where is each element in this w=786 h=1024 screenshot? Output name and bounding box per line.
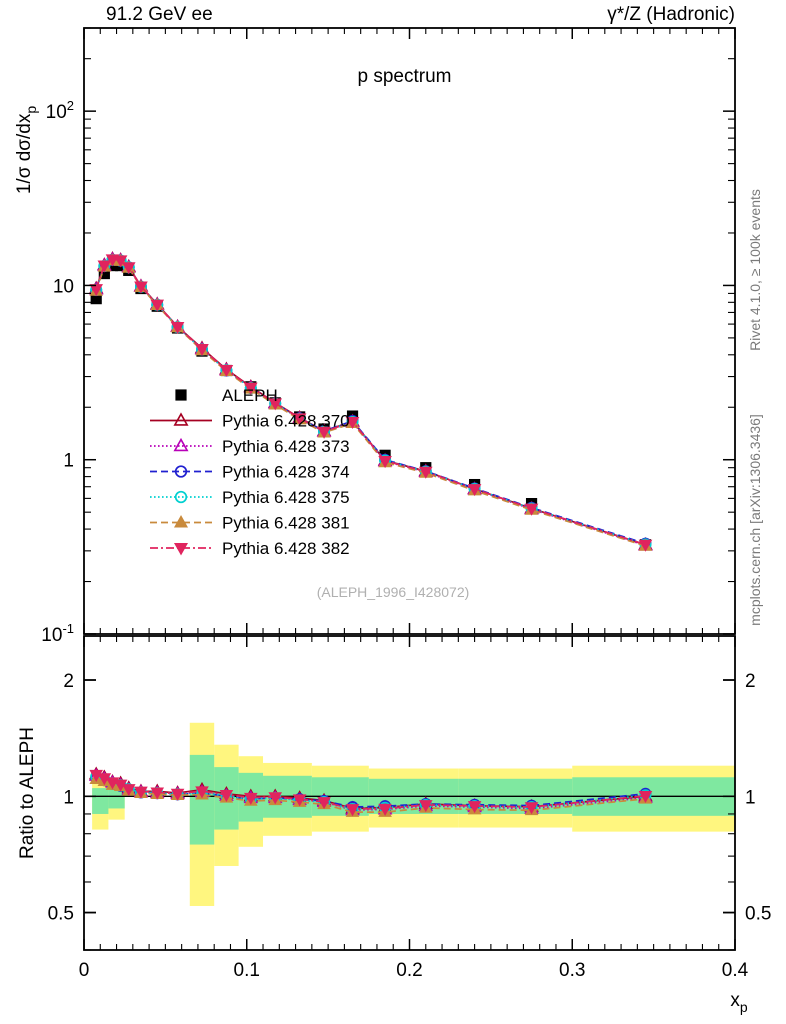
plot-title: p spectrum xyxy=(358,66,452,87)
xtick-label: 0.3 xyxy=(559,960,585,981)
legend-item-aleph[interactable]: ALEPH xyxy=(175,386,278,405)
mcplots-label: mcplots.cern.ch [arXiv:1306.3436] xyxy=(747,414,763,626)
ratio-ytick-label-right: 2 xyxy=(745,671,756,692)
legend-label: Pythia 6.428 375 xyxy=(222,488,350,507)
legend-item-pythia-6-428-381[interactable]: Pythia 6.428 381 xyxy=(150,514,350,533)
analysis-watermark: (ALEPH_1996_I428072) xyxy=(317,584,470,600)
main-ytick-label: 1 xyxy=(63,451,74,472)
ratio-ytick-label-left: 2 xyxy=(63,671,74,692)
legend-label: Pythia 6.428 374 xyxy=(222,463,350,482)
legend-label: Pythia 6.428 373 xyxy=(222,437,350,456)
series-pythia-6-428-382 xyxy=(89,254,653,552)
header-process: γ*/Z (Hadronic) xyxy=(607,4,735,25)
series-pythia-6-428-373 xyxy=(88,251,653,551)
legend-item-pythia-6-428-382[interactable]: Pythia 6.428 382 xyxy=(150,539,350,558)
series-pythia-6-428-375 xyxy=(90,253,652,551)
legend: ALEPH Pythia 6.428 370 Pythia 6.428 373 Pyt… xyxy=(150,386,350,558)
legend-label: Pythia 6.428 381 xyxy=(222,514,350,533)
legend-item-pythia-6-428-375[interactable]: Pythia 6.428 375 xyxy=(150,488,350,507)
ratio-y-axis-label: Ratio to ALEPH xyxy=(17,727,38,859)
ratio-panel-frame xyxy=(83,635,736,951)
legend-label: ALEPH xyxy=(222,386,278,405)
ratio-series-pythia-6-428-382 xyxy=(89,769,653,817)
main-y-axis-label: 1/σ dσ/dxp xyxy=(14,106,39,195)
ratio-ytick-label-left: 1 xyxy=(63,787,74,808)
main-ytick-label: 102 xyxy=(46,98,74,123)
ratio-y-ticks xyxy=(84,679,735,951)
xtick-label: 0 xyxy=(79,960,90,981)
ratio-ytick-label-left: 0.5 xyxy=(48,904,74,925)
main-panel-frame xyxy=(83,27,736,635)
legend-item-pythia-6-428-373[interactable]: Pythia 6.428 373 xyxy=(150,437,350,456)
ratio-ytick-label-right: 0.5 xyxy=(745,904,771,925)
header-energy: 91.2 GeV ee xyxy=(106,4,213,25)
main-y-ticks xyxy=(84,27,735,635)
series-aleph xyxy=(90,259,652,551)
main-ytick-label: 10-1 xyxy=(41,621,74,646)
x-axis-label: xp xyxy=(730,990,748,1015)
main-ytick-label: 10 xyxy=(53,276,74,297)
legend-label: Pythia 6.428 382 xyxy=(222,539,350,558)
legend-item-pythia-6-428-374[interactable]: Pythia 6.428 374 xyxy=(150,463,350,482)
xtick-label: 0.2 xyxy=(396,960,422,981)
series-pythia-6-428-381 xyxy=(89,253,653,551)
legend-label: Pythia 6.428 370 xyxy=(222,412,350,431)
xtick-label: 0.1 xyxy=(234,960,260,981)
ratio-ytick-label-right: 1 xyxy=(745,787,756,808)
xtick-label: 0.4 xyxy=(722,960,749,981)
series-pythia-6-428-374 xyxy=(90,253,652,550)
legend-item-pythia-6-428-370[interactable]: Pythia 6.428 370 xyxy=(150,412,350,431)
series-pythia-6-428-370 xyxy=(88,251,653,550)
rivet-version-label: Rivet 4.1.0, ≥ 100k events xyxy=(747,189,763,351)
